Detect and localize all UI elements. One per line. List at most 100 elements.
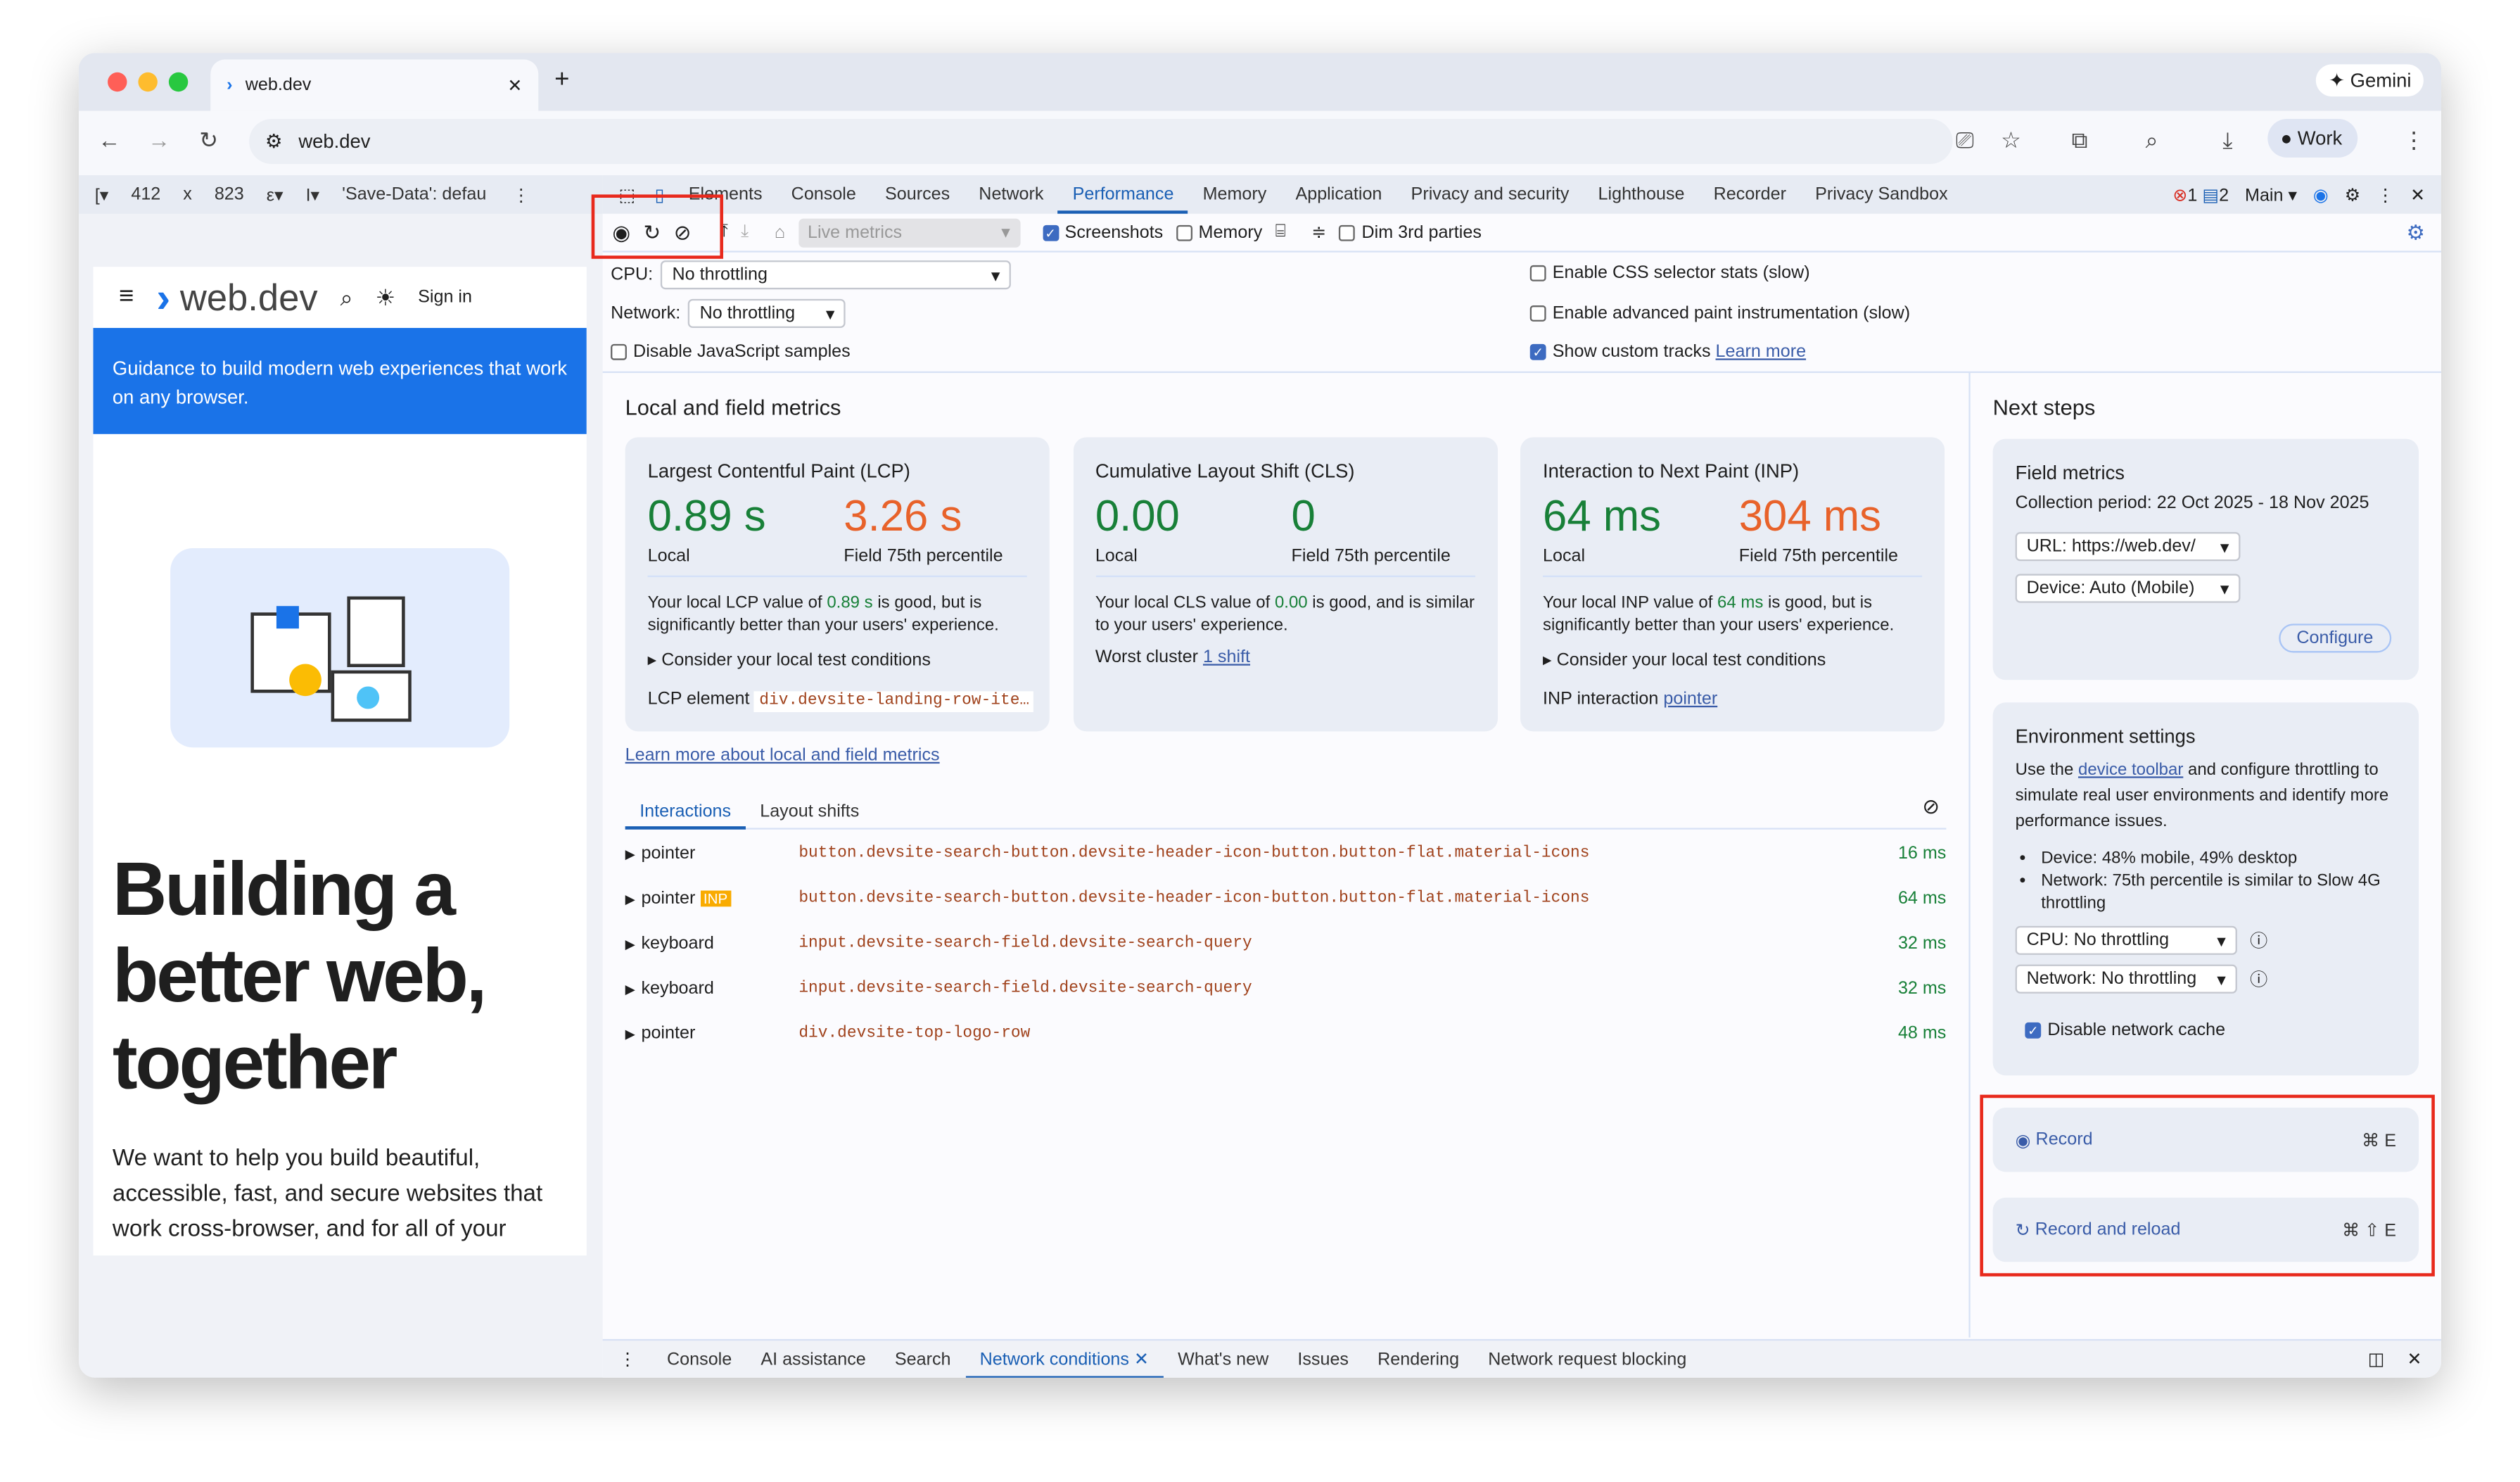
back-icon[interactable]: ← bbox=[98, 127, 121, 153]
bookmark-star-icon[interactable]: ☆ bbox=[2001, 127, 2021, 153]
tab-console[interactable]: Console bbox=[791, 184, 856, 205]
tab-interactions[interactable]: Interactions bbox=[625, 794, 746, 830]
search-icon[interactable]: ⌕ bbox=[340, 284, 353, 310]
record-reload-button[interactable]: ↻ Record and reload ⌘ ⇧ E bbox=[1992, 1197, 2419, 1262]
paint-instrumentation-checkbox[interactable]: Enable advanced paint instrumentation (s… bbox=[1529, 304, 1910, 323]
screenshots-checkbox[interactable]: ✓ Screenshots bbox=[1042, 222, 1163, 242]
device-dropdown[interactable]: Device: Auto (Mobile) ▾ bbox=[2015, 574, 2241, 603]
save-data-dropdown[interactable]: 'Save-Data': defau bbox=[342, 184, 487, 205]
env-network-dropdown[interactable]: Network: No throttling ▾ bbox=[2015, 964, 2237, 994]
disable-cache-checkbox[interactable]: ✓ Disable network cache bbox=[2025, 1021, 2225, 1040]
close-window-button[interactable] bbox=[108, 72, 127, 92]
info-icon[interactable]: ⓘ bbox=[2250, 932, 2268, 952]
close-tab-icon[interactable]: ✕ bbox=[507, 76, 523, 96]
theme-icon[interactable]: ☀ bbox=[375, 284, 396, 310]
dim-3rd-parties-checkbox[interactable]: Dim 3rd parties bbox=[1339, 222, 1482, 242]
tab-sources[interactable]: Sources bbox=[884, 184, 950, 205]
drawer-tab-issues[interactable]: Issues bbox=[1297, 1349, 1349, 1369]
interaction-row[interactable]: ▶ pointer div.devsite-top-logo-row 48 ms bbox=[625, 1024, 1947, 1044]
extensions-icon[interactable]: ⧉ bbox=[2071, 127, 2088, 153]
maximize-window-button[interactable] bbox=[168, 72, 189, 92]
height-input[interactable]: 823 bbox=[214, 184, 244, 205]
css-selector-stats-checkbox[interactable]: Enable CSS selector stats (slow) bbox=[1529, 264, 1810, 283]
upload-icon[interactable]: ⤒ bbox=[720, 222, 728, 241]
interaction-row[interactable]: ▶ keyboard input.devsite-search-field.devs… bbox=[625, 979, 1947, 999]
more-options-icon[interactable]: ⋮ bbox=[512, 185, 530, 205]
drawer-tab-network-request-blocking[interactable]: Network request blocking bbox=[1488, 1349, 1687, 1369]
consider-toggle[interactable]: ▸ Consider your local test conditions bbox=[1543, 651, 1826, 671]
site-logo[interactable]: web.dev bbox=[179, 275, 318, 318]
close-devtools-icon[interactable]: ✕ bbox=[2410, 185, 2426, 205]
dimensions-dropdown[interactable]: [▾ bbox=[94, 185, 109, 205]
learn-more-metrics-link[interactable]: Learn more about local and field metrics bbox=[625, 745, 940, 766]
site-info-icon[interactable]: ⚙ bbox=[265, 130, 283, 153]
selector-link[interactable]: button.devsite-search-button.devsite-hea… bbox=[798, 889, 1590, 908]
consider-toggle[interactable]: ▸ Consider your local test conditions bbox=[647, 651, 931, 671]
reload-icon[interactable]: ↻ bbox=[199, 127, 219, 153]
network-throttling-dropdown[interactable]: No throttling ▾ bbox=[688, 298, 846, 329]
drawer-tab-what-s-new[interactable]: What's new bbox=[1178, 1349, 1269, 1369]
close-drawer-icon[interactable]: ✕ bbox=[2407, 1350, 2422, 1370]
worst-cluster-link[interactable]: 1 shift bbox=[1202, 647, 1251, 668]
garbage-collect-icon[interactable]: ⌸ bbox=[1275, 222, 1286, 241]
error-count[interactable]: ⊗1 ▤2 bbox=[2172, 185, 2229, 205]
info-icon[interactable]: ⓘ bbox=[2250, 970, 2268, 991]
new-tab-button[interactable]: + bbox=[554, 65, 570, 94]
width-input[interactable]: 412 bbox=[131, 184, 161, 205]
interaction-row[interactable]: ▶ pointer INP button.devsite-search-button… bbox=[625, 889, 1947, 908]
cpu-throttling-dropdown[interactable]: No throttling ▾ bbox=[661, 260, 1012, 290]
inp-interaction-link[interactable]: pointer bbox=[1663, 690, 1718, 709]
disable-js-samples-checkbox[interactable]: Disable JavaScript samples bbox=[611, 343, 851, 362]
selector-link[interactable]: input.devsite-search-field.devsite-searc… bbox=[798, 980, 1252, 998]
drawer-tab-console[interactable]: Console bbox=[667, 1349, 732, 1369]
memory-checkbox[interactable]: Memory bbox=[1176, 222, 1262, 242]
tab-memory[interactable]: Memory bbox=[1202, 184, 1267, 205]
home-icon[interactable]: ⌂ bbox=[774, 222, 786, 242]
devtools-menu-icon[interactable]: ⋮ bbox=[2376, 185, 2395, 205]
record-button[interactable]: ◉ Record ⌘ E bbox=[1992, 1107, 2419, 1172]
capture-settings-icon[interactable]: ⚙ bbox=[2406, 219, 2426, 244]
tab-network[interactable]: Network bbox=[979, 184, 1044, 205]
selector-link[interactable]: div.devsite-top-logo-row bbox=[798, 1025, 1031, 1043]
drawer-tab-search[interactable]: Search bbox=[894, 1349, 951, 1369]
throttle-dropdown[interactable]: I▾ bbox=[305, 185, 320, 205]
interaction-row[interactable]: ▶ keyboard input.devsite-search-field.devs… bbox=[625, 934, 1947, 954]
profile-button[interactable]: ● Work bbox=[2267, 119, 2359, 158]
context-dropdown[interactable]: Main ▾ bbox=[2245, 185, 2298, 205]
download-icon[interactable]: ⤓ bbox=[741, 222, 749, 241]
tab-lighthouse[interactable]: Lighthouse bbox=[1598, 184, 1685, 205]
tab-layout-shifts[interactable]: Layout shifts bbox=[760, 802, 860, 822]
live-metrics-dropdown[interactable]: Live metrics ▾ bbox=[798, 217, 1020, 247]
drawer-tab-ai-assistance[interactable]: AI assistance bbox=[761, 1349, 866, 1369]
interaction-row[interactable]: ▶ pointer button.devsite-search-button.dev… bbox=[625, 844, 1947, 863]
reload-record-icon[interactable]: ↻ bbox=[643, 219, 661, 244]
dock-icon[interactable]: ◫ bbox=[2367, 1350, 2385, 1370]
tab-recorder[interactable]: Recorder bbox=[1713, 184, 1787, 205]
ai-icon[interactable]: ◉ bbox=[2312, 185, 2329, 205]
install-icon[interactable]: ⎚ bbox=[1956, 127, 1974, 153]
hamburger-icon[interactable]: ≡ bbox=[119, 283, 134, 310]
clear-icon[interactable]: ⊘ bbox=[673, 219, 692, 244]
sign-in-link[interactable]: Sign in bbox=[418, 287, 473, 308]
menu-icon[interactable]: ⋮ bbox=[2403, 127, 2426, 153]
address-bar[interactable]: ⚙ web.dev bbox=[249, 119, 1953, 165]
lcp-element-link[interactable]: div.devsite-landing-row-ite… bbox=[754, 691, 1034, 712]
env-cpu-dropdown[interactable]: CPU: No throttling ▾ bbox=[2015, 925, 2237, 955]
record-icon[interactable]: ◉ bbox=[612, 219, 631, 244]
zoom-dropdown[interactable]: ε▾ bbox=[266, 185, 284, 205]
gemini-button[interactable]: ✦ Gemini bbox=[2315, 64, 2424, 97]
drawer-tab-rendering[interactable]: Rendering bbox=[1377, 1349, 1460, 1369]
forward-icon[interactable]: → bbox=[148, 127, 171, 153]
tab-application[interactable]: Application bbox=[1295, 184, 1382, 205]
download-icon[interactable]: ⤓ bbox=[2222, 127, 2233, 153]
selector-link[interactable]: button.devsite-search-button.devsite-hea… bbox=[798, 844, 1590, 863]
clear-interactions-icon[interactable]: ⊘ bbox=[1922, 794, 1940, 818]
tab-privacy-sandbox[interactable]: Privacy Sandbox bbox=[1815, 184, 1948, 205]
device-toolbar-link[interactable]: device toolbar bbox=[2077, 760, 2184, 780]
drawer-menu-icon[interactable]: ⋮ bbox=[618, 1350, 637, 1370]
tab-search-icon[interactable]: ⌕ bbox=[2145, 127, 2158, 153]
learn-more-link[interactable]: Learn more bbox=[1715, 342, 1807, 362]
configure-button[interactable]: Configure bbox=[2279, 623, 2391, 653]
minimize-window-button[interactable] bbox=[138, 72, 158, 92]
url-dropdown[interactable]: URL: https://web.dev/▾ bbox=[2015, 532, 2241, 562]
